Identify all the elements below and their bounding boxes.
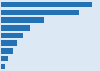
Bar — [1, 2, 92, 7]
Bar — [1, 33, 23, 38]
Bar — [1, 64, 5, 69]
Bar — [1, 56, 8, 61]
Bar — [1, 40, 17, 46]
Bar — [1, 17, 44, 23]
Bar — [1, 25, 30, 31]
Bar — [1, 48, 13, 54]
Bar — [1, 10, 79, 15]
